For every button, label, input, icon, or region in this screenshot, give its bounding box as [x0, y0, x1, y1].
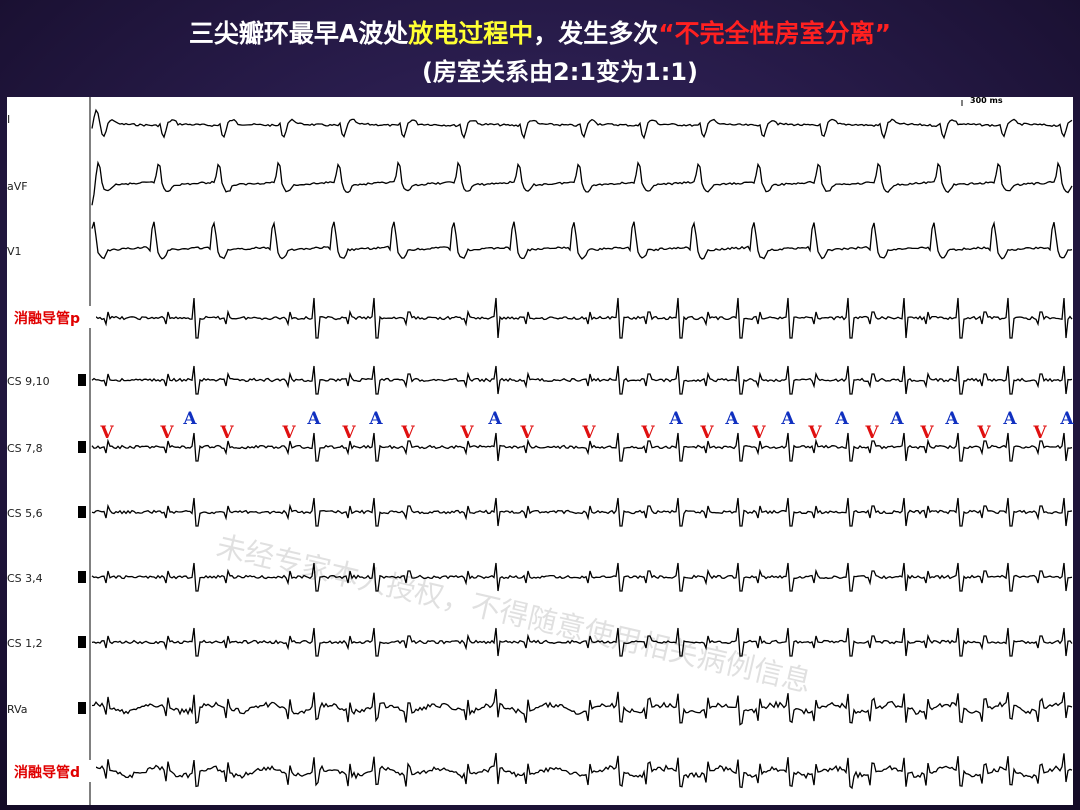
- channel-marker: [78, 441, 86, 453]
- waveform: [91, 627, 1073, 657]
- waveform: [91, 108, 1073, 140]
- marker-label: A: [368, 409, 383, 429]
- marker-label: V: [99, 423, 114, 443]
- marker-label: V: [976, 423, 991, 443]
- traces: [91, 108, 1073, 790]
- title: 三尖瓣环最早A波处放电过程中，发生多次“不完全性房室分离”: [189, 19, 891, 48]
- channel-label: CS 7,8: [7, 442, 43, 455]
- channel-label: 消融导管p: [14, 310, 80, 327]
- channel-marker: [78, 571, 86, 583]
- waveform: [91, 432, 1073, 462]
- subtitle: (房室关系由2:1变为1:1): [422, 58, 698, 86]
- marker-label: V: [519, 423, 534, 443]
- channel-label: CS 5,6: [7, 507, 43, 520]
- title-part: ，发生多次: [533, 19, 658, 48]
- marker-label: V: [581, 423, 596, 443]
- marker-label: V: [919, 423, 934, 443]
- marker-label: A: [668, 409, 683, 429]
- channel-marker: [78, 374, 86, 386]
- waveform: [91, 497, 1073, 527]
- waveform: [91, 365, 1073, 395]
- channel-label: CS 9,10: [7, 375, 50, 388]
- channel-label: CS 3,4: [7, 572, 43, 585]
- marker-label: V: [807, 423, 822, 443]
- marker-label: A: [1059, 409, 1074, 429]
- marker-label: V: [159, 423, 174, 443]
- channel-label: I: [7, 113, 10, 126]
- channel-label: 消融导管d: [14, 764, 80, 781]
- marker-label: V: [341, 423, 356, 443]
- marker-label: A: [834, 409, 849, 429]
- marker-label: A: [944, 409, 959, 429]
- marker-label: V: [400, 423, 415, 443]
- marker-label: V: [640, 423, 655, 443]
- title-part: “不完全性房室分离”: [658, 19, 891, 48]
- label-box: [8, 306, 96, 328]
- waveform: [91, 688, 1073, 726]
- marker-label: V: [864, 423, 879, 443]
- channel-marker: [78, 636, 86, 648]
- marker-label: V: [281, 423, 296, 443]
- marker-label: V: [699, 423, 714, 443]
- title-part: 三尖瓣环最早A波处: [189, 19, 408, 48]
- waveform: [91, 562, 1073, 592]
- marker-label: A: [1002, 409, 1017, 429]
- channel-label: V1: [7, 245, 22, 258]
- marker-label: A: [487, 409, 502, 429]
- marker-label: A: [182, 409, 197, 429]
- tracing-panel: [7, 97, 1073, 805]
- marker-label: A: [306, 409, 321, 429]
- waveform: [91, 220, 1073, 260]
- title-part: 放电过程中: [407, 19, 533, 48]
- marker-label: A: [889, 409, 904, 429]
- label-box: [8, 760, 96, 782]
- marker-label: V: [219, 423, 234, 443]
- channel-label: CS 1,2: [7, 637, 43, 650]
- channel-marker: [78, 702, 86, 714]
- marker-label: V: [459, 423, 474, 443]
- marker-label: V: [1032, 423, 1047, 443]
- marker-label: A: [780, 409, 795, 429]
- channel-marker: [78, 506, 86, 518]
- waveform: [91, 297, 1073, 339]
- channel-label: RVa: [7, 703, 27, 716]
- marker-label: V: [751, 423, 766, 443]
- scale-label: 300 ms: [970, 96, 1003, 105]
- marker-label: A: [724, 409, 739, 429]
- waveform: [91, 752, 1073, 790]
- waveform: [91, 160, 1073, 206]
- channel-label: aVF: [7, 180, 28, 193]
